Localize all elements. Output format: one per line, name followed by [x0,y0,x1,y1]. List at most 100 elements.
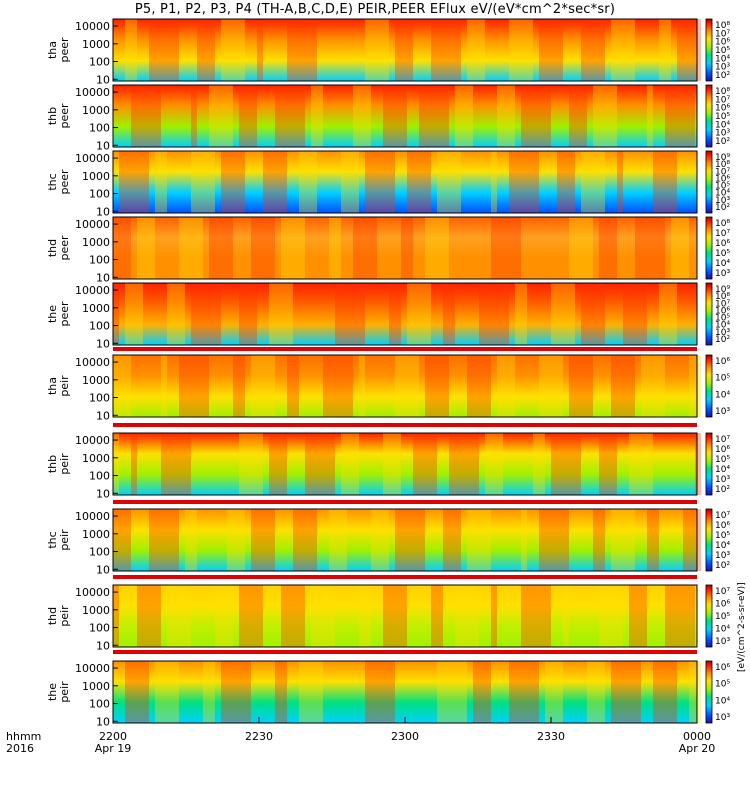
spectrogram-streak [335,283,341,345]
colorbar-tick-label: 10⁸ [715,21,730,31]
spectrogram-streak [167,661,173,723]
spectrogram-streak [359,355,365,417]
spectrogram-streak [527,661,533,723]
x-tick-label: 2300 [391,730,419,743]
spectrogram-streak [203,355,209,417]
ylabel-line: thd [46,239,59,257]
spectrogram-streak [377,509,383,571]
spectrogram-streak [437,661,443,723]
spectrogram-streak [113,585,119,647]
spectrogram-streak [683,509,689,571]
spectrogram-streak [221,585,227,647]
ylabel-line: thc [46,173,59,190]
spectrogram-streak [605,433,611,495]
spectrogram-streak [491,433,497,495]
y-tick-label: 100 [89,470,110,483]
spectrogram-streak [275,433,281,495]
colorbar [705,508,713,572]
spectrogram-streak [185,509,191,571]
spectrogram-streak [455,585,461,647]
spectrogram-streak [401,217,407,279]
spectrogram-streak [491,151,497,213]
spectrogram-streak [227,509,233,571]
spectrogram-streak [473,661,479,723]
spectrogram-streak [365,19,371,81]
spectrogram-streak [119,151,125,213]
spectrogram-streak [593,509,599,571]
spectrogram-streak [239,151,245,213]
y-tick-label: 100 [89,392,110,405]
spectrogram-streak [125,509,131,571]
spectrogram-streak [437,217,443,279]
spectrogram-streak [239,433,245,495]
spectrogram-streak [623,355,629,417]
panel-ylabel: thb peir [46,453,71,475]
spectrogram-streak [509,661,515,723]
panel-ylabel: the peir [46,681,71,703]
spectrogram-streak [137,85,143,147]
y-tick-label: 10000 [75,356,110,369]
spectrogram-streak [311,19,317,81]
spectrogram-streak [431,217,437,279]
spectrogram-streak [509,151,515,213]
colorbar-tick-label: 10² [715,335,730,345]
spectrogram-streak [377,19,383,81]
spectrogram-streak [527,85,533,147]
spectrogram-streak [551,355,557,417]
spectrogram-streak [695,661,701,723]
spectrogram-streak [629,509,635,571]
spectrogram-streak [485,283,491,345]
spectrogram-streak [599,151,605,213]
spectrogram-streak [533,151,539,213]
ylabel-line: thd [46,607,59,625]
spectrogram-streak [623,19,629,81]
spectrogram-streak [587,355,593,417]
ylabel-line: peir [58,375,71,397]
spectrogram-streak [263,509,269,571]
spectrogram-streak [635,217,641,279]
spectrogram-streak [689,661,695,723]
spectrogram-streak [695,509,701,571]
spectrogram-streak [593,151,599,213]
y-tick-label: 1000 [82,374,110,387]
spectrogram-streak [257,509,263,571]
colorbar-tick-label: 10² [715,203,730,213]
spectrogram-streak [449,151,455,213]
spectrogram-streak [239,585,245,647]
y-tick-label: 100 [89,56,110,69]
spectrogram-streak [545,509,551,571]
colorbar-tick-label: 10³ [715,407,730,417]
spectrogram-streak [227,85,233,147]
spectrogram-streak [119,217,125,279]
spectrogram-streak [395,433,401,495]
spectrogram-streak [221,19,227,81]
spectrogram-streak [431,19,437,81]
ylabel-line: peer [58,103,71,129]
spectrogram-streak [227,19,233,81]
spectrogram-streak [575,433,581,495]
spectrogram-streak [257,19,263,81]
spectrogram-streak [527,585,533,647]
spectrogram-image [113,433,697,495]
ylabel-line: peir [58,681,71,703]
spectrogram-streak [335,355,341,417]
spectrogram-streak [413,283,419,345]
spectrogram-streak [509,217,515,279]
colorbar-tick-label: 10⁴ [715,189,730,199]
spectrogram-streak [383,433,389,495]
spectrogram-streak [191,151,197,213]
spectrogram-streak [569,151,575,213]
spectrogram-streak [353,433,359,495]
spectrogram-streak [311,433,317,495]
spectrogram-streak [173,19,179,81]
spectrogram-streak [647,433,653,495]
spectrogram-streak [533,433,539,495]
spectrogram-streak [689,585,695,647]
ylabel-line: peir [58,453,71,475]
spectrogram-streak [491,585,497,647]
spectrogram-image [113,509,697,571]
spectrogram-streak [347,151,353,213]
spectrogram-streak [161,661,167,723]
spectrogram-streak [233,151,239,213]
